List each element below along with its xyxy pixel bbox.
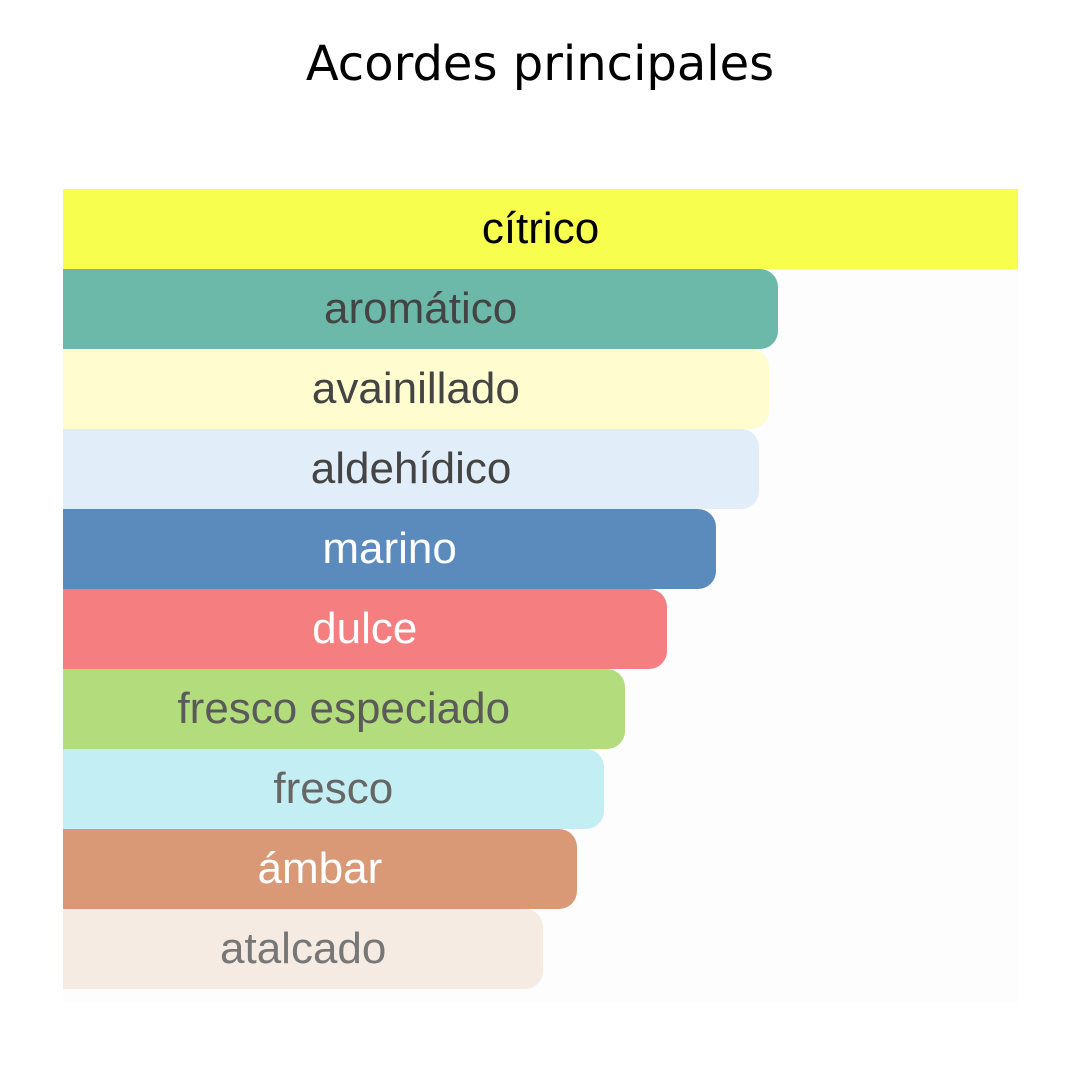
bar-3: aldehídico bbox=[63, 429, 760, 509]
bar-chart: cítrico aromático avainillado aldehídico mar… bbox=[63, 189, 1018, 1003]
bar-9: atalcado bbox=[63, 909, 544, 989]
bar-label: aromático bbox=[324, 284, 518, 333]
bar-0: cítrico bbox=[63, 189, 1018, 269]
bar-label: avainillado bbox=[311, 364, 520, 413]
chart-title: Acordes principales bbox=[305, 36, 775, 92]
bar-2: avainillado bbox=[63, 349, 769, 429]
bar-6: fresco especiado bbox=[63, 669, 625, 749]
bar-label: atalcado bbox=[220, 924, 387, 973]
bar-label: fresco especiado bbox=[177, 684, 511, 733]
bar-1: aromático bbox=[63, 269, 779, 349]
bar-4: marino bbox=[63, 509, 717, 589]
bar-label: dulce bbox=[312, 604, 418, 653]
bar-label: marino bbox=[322, 524, 457, 573]
bar-label: cítrico bbox=[481, 204, 600, 253]
bar-label: aldehídico bbox=[310, 444, 512, 493]
bar-7: fresco bbox=[63, 749, 604, 829]
bar-8: ámbar bbox=[63, 829, 577, 909]
bar-label: ámbar bbox=[257, 844, 383, 893]
bar-label: fresco bbox=[273, 764, 394, 813]
bar-5: dulce bbox=[63, 589, 667, 669]
